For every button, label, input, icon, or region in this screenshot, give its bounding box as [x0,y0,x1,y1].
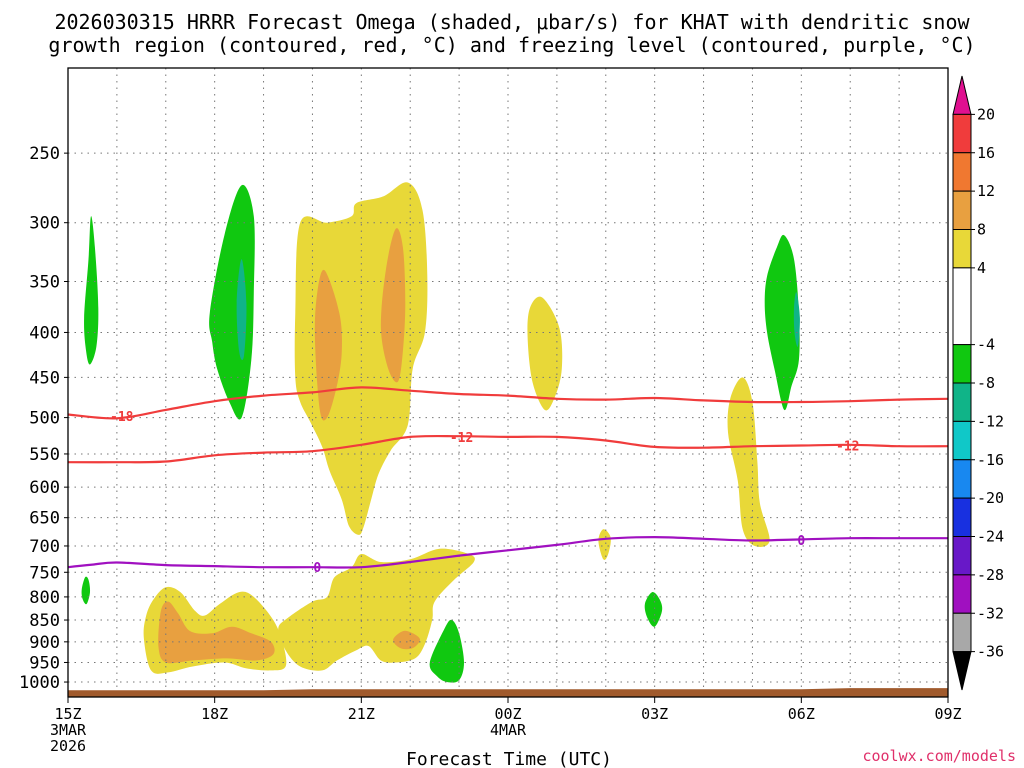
colorbar-label-12: 12 [977,182,995,200]
omega-region-teal-core-05z [793,292,800,347]
contour-label-freezing-level-1: 0 [313,561,321,576]
colorbar-band-20-to-24 [952,75,972,115]
omega-region-orange-upper-left [314,269,342,421]
y-tick-label-500: 500 [29,409,60,429]
colorbar-band--12-to--8 [952,382,972,422]
y-tick-label-300: 300 [29,214,60,234]
contour-label-freezing-level-2: 0 [797,534,805,549]
omega-region-green-cell-15z [84,216,99,365]
watermark-credit: coolwx.com/models [862,747,1016,765]
colorbar: 20 16 12 8 4 -4 -8 -12 -16 -20 -24 -28 -32 -36 [952,75,1004,691]
omega-region-teal-core-18z [236,259,247,361]
colorbar-label--16: -16 [977,451,1004,469]
contour-label-dgz-minus12-1: -12 [450,431,473,446]
y-tick-label-900: 900 [29,633,60,653]
y-tick-label-450: 450 [29,368,60,388]
y-tick-label-800: 800 [29,588,60,608]
omega-region-orange-lower-left [158,601,275,664]
plot-frame [67,67,949,698]
y-tick-label-400: 400 [29,323,60,343]
x-tick-label-9-0: 00Z [494,705,521,723]
x-tick-label-15-0: 06Z [788,705,815,723]
colorbar-band--8-to--4 [952,344,972,384]
contour-label-dgz-minus12-2: -12 [836,440,859,455]
chart-title-line1: 2026030315 HRRR Forecast Omega (shaded, … [54,10,970,34]
x-tick-label-0-0: 15Z [54,705,81,723]
x-tick-label-0-2: 2026 [50,737,86,755]
y-tick-label-600: 600 [29,478,60,498]
contour-line-dgz-minus18 [67,386,949,420]
x-axis-label: Forecast Time (UTC) [406,749,612,768]
colorbar-label-16: 16 [977,144,995,162]
plot-area: -18 -12 -12 0 0 [67,68,949,697]
omega-region-orange-upper-right [380,228,406,383]
colorbar-label-8: 8 [977,221,986,239]
contour-line-freezing-level [67,535,948,569]
colorbar-band-16-to-20 [952,113,972,154]
y-tick-label-650: 650 [29,509,60,529]
y-tick-label-950: 950 [29,653,60,673]
colorbar-band--40-to--36 [952,651,972,691]
colorbar-label--28: -28 [977,566,1004,584]
contour-line-dgz-minus12 [67,434,949,464]
y-tick-label-850: 850 [29,611,60,631]
x-tick-label-6-0: 21Z [348,705,375,723]
colorbar-label-4: 4 [977,259,986,277]
colorbar-band-8-to-12 [952,190,972,230]
omega-region-yellow-01z-small [598,529,611,560]
colorbar-band--28-to--24 [952,536,972,576]
x-tick-label-3-0: 18Z [201,705,228,723]
colorbar-label--24: -24 [977,528,1004,546]
colorbar-label--4: -4 [977,336,995,354]
colorbar-band--20-to--16 [952,459,972,499]
omega-region-yellow-lower-center [278,548,475,671]
y-tick-label-550: 550 [29,445,60,465]
x-tick-label-9-1: 4MAR [490,721,527,739]
contour-label-dgz-minus18-1: -18 [110,410,134,425]
omega-region-green-cell-18z [209,184,255,420]
colorbar-band--24-to--20 [952,497,972,537]
colorbar-band-12-to-16 [952,152,972,192]
y-tick-label-700: 700 [29,537,60,557]
colorbar-band--32-to--28 [952,574,972,614]
ground-terrain [68,688,948,697]
x-tick-label-12-0: 03Z [641,705,668,723]
colorbar-label--12: -12 [977,412,1004,430]
chart-title-line2: growth region (contoured, red, °C) and f… [48,33,975,57]
omega-region-green-blob-03z-low [644,592,663,627]
omega-region-yellow-00z-blob [527,296,563,411]
colorbar-label--20: -20 [977,489,1004,507]
colorbar-band-4-to-8 [952,229,972,269]
colorbar-label--8: -8 [977,374,995,392]
y-tick-label-750: 750 [29,563,60,583]
colorbar-band--4-to-4 [952,267,972,346]
colorbar-label--32: -32 [977,604,1004,622]
omega-region-orange-lower-center [393,630,420,650]
omega-region-green-cell-05z [764,234,800,411]
colorbar-label--36: -36 [977,643,1004,661]
omega-region-green-blob-08z-low [429,619,464,683]
colorbar-band--16-to--12 [952,420,972,461]
y-tick-label-1000: 1000 [19,673,60,693]
x-tick-label-0-1: 3MAR [50,721,87,739]
colorbar-label-20: 20 [977,105,995,123]
y-tick-label-250: 250 [29,144,60,164]
x-tick-label-18-0: 09Z [934,705,961,723]
omega-region-yellow-03z-column [727,377,770,547]
axes: 2503003504004505005506006507007508008509… [19,67,962,755]
omega-region-green-blob-16z-low [81,576,91,605]
colorbar-band--36-to--32 [952,612,972,653]
omega-region-yellow-upper-big [294,182,428,535]
y-tick-label-350: 350 [29,273,60,293]
